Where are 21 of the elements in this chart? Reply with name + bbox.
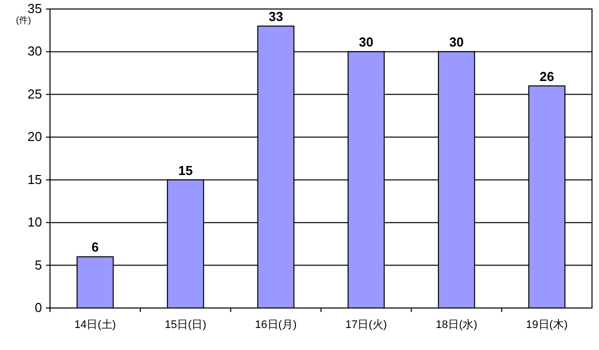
data-label: 6: [92, 240, 99, 255]
data-label: 30: [449, 34, 464, 50]
y-tick-label: 5: [34, 257, 42, 272]
data-label: 26: [540, 68, 554, 84]
x-tick-label: 15日(日): [164, 319, 206, 331]
y-tick-label: 30: [28, 44, 42, 59]
y-tick-label: 10: [28, 214, 42, 230]
y-axis-title: (件): [16, 15, 31, 25]
y-tick-label: 15: [28, 172, 42, 187]
y-tick-label: 35: [28, 1, 42, 16]
data-label: 15: [178, 162, 193, 178]
x-tick-label: 17日(火): [345, 318, 387, 331]
x-tick-label: 16日(月): [255, 319, 297, 331]
data-label: 30: [358, 34, 374, 50]
data-label: 33: [268, 9, 284, 24]
x-tick-label: 14日(土): [74, 318, 116, 331]
y-tick-label: 20: [28, 129, 42, 144]
y-tick-label: 25: [28, 86, 42, 102]
x-tick-label: 19日(木): [526, 318, 568, 331]
x-tick-label: 18日(水): [436, 318, 478, 331]
y-tick-label: 0: [34, 300, 42, 315]
